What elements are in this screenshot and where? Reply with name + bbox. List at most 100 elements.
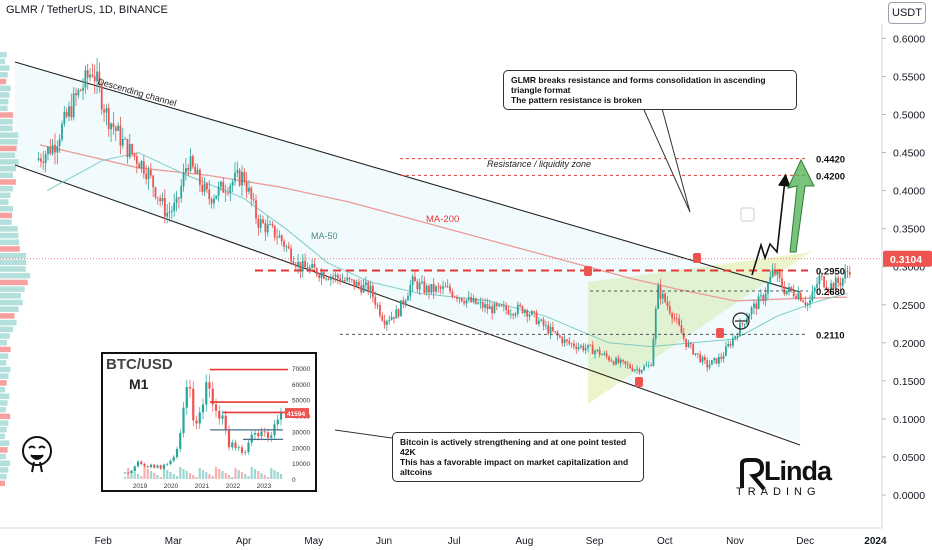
- inset-y-tick: 50000: [292, 398, 310, 405]
- inset-candle-body: [237, 447, 240, 449]
- candle-body: [411, 276, 414, 285]
- x-tick-label: Sep: [586, 536, 604, 547]
- x-tick-label: Nov: [726, 536, 744, 547]
- candle-body: [500, 304, 503, 307]
- candle-body: [173, 202, 176, 211]
- target-arrow-icon: [787, 158, 815, 253]
- volume-profile-bar: [0, 172, 13, 179]
- candle-body: [582, 345, 585, 351]
- volume-profile-bar: [0, 58, 6, 65]
- candle-body: [374, 296, 377, 305]
- candle-body: [138, 163, 141, 169]
- candle-body: [601, 354, 603, 356]
- inset-x-tick: 2023: [257, 483, 272, 490]
- inset-candle-body: [169, 460, 172, 464]
- candle-body: [512, 314, 515, 316]
- inset-volume-bar: [153, 473, 156, 479]
- candle-body: [241, 171, 243, 186]
- candle-body: [624, 361, 627, 364]
- inset-candle-body: [221, 415, 224, 419]
- inset-volume-bar: [185, 471, 188, 479]
- volume-profile-bar: [0, 360, 7, 366]
- candle-body: [217, 186, 220, 196]
- inset-candle-body: [208, 382, 211, 389]
- inset-volume-bar: [218, 469, 221, 479]
- candle-body: [472, 298, 475, 302]
- candle-body: [229, 185, 232, 193]
- candle-body: [96, 71, 98, 82]
- candle-body: [802, 300, 804, 303]
- candle-body: [519, 304, 522, 307]
- candle-body: [386, 321, 388, 325]
- candle-body: [523, 310, 526, 313]
- candle-body: [283, 241, 285, 247]
- y-tick-label: 0.4500: [893, 148, 925, 160]
- candle-body: [652, 339, 655, 366]
- volume-profile-bar: [0, 232, 19, 239]
- candle-body: [220, 181, 222, 187]
- x-tick-label: Jul: [448, 536, 461, 547]
- inset-candle-body: [166, 463, 169, 465]
- inset-candle-body: [130, 471, 133, 473]
- channel-lower-line: [14, 164, 801, 446]
- inset-volume-bar: [188, 473, 192, 479]
- candle-body: [273, 225, 276, 238]
- candle-body: [736, 335, 739, 337]
- volume-profile-bar: [0, 165, 16, 172]
- candle-body: [430, 283, 433, 293]
- inset-volume-bar: [270, 468, 273, 479]
- volume-profile-bar: [0, 279, 28, 286]
- volume-profile-bar: [0, 319, 17, 326]
- volume-profile-bar: [0, 366, 11, 373]
- candle-body: [210, 199, 213, 204]
- candle-body: [547, 325, 550, 334]
- inset-candle-body: [218, 410, 221, 419]
- x-tick-label: Apr: [236, 536, 252, 547]
- inset-candle-body: [211, 388, 214, 405]
- inset-volume-bar: [250, 467, 253, 479]
- candle-body: [848, 271, 851, 275]
- candle-body: [238, 170, 241, 186]
- inset-volume-bar: [273, 470, 276, 479]
- candle-body: [760, 295, 762, 297]
- candle-body: [442, 286, 444, 289]
- currency-selector[interactable]: USDT: [888, 2, 926, 24]
- candle-body: [444, 286, 447, 288]
- candle-body: [65, 111, 68, 117]
- volume-profile-bar: [0, 125, 13, 132]
- candle-body: [573, 343, 575, 347]
- inset-volume-bar: [123, 477, 127, 479]
- candle-body: [318, 274, 321, 278]
- inset-candle-body: [195, 420, 198, 424]
- signal-marker-icon: [584, 266, 592, 276]
- candle-body: [834, 278, 837, 290]
- candle-body: [236, 170, 239, 173]
- volume-profile-bar: [0, 51, 7, 58]
- candle-body: [458, 298, 461, 299]
- candle-body: [806, 303, 809, 305]
- candle-body: [294, 264, 297, 267]
- candle-body: [416, 281, 419, 290]
- inset-title: BTC/USD: [106, 356, 173, 373]
- inset-candle-body: [182, 407, 185, 434]
- candle-body: [696, 353, 699, 355]
- volume-profile-bar: [0, 473, 7, 480]
- candle-body: [809, 300, 811, 304]
- inset-last-badge: [285, 408, 309, 419]
- volume-profile-bar: [0, 159, 19, 165]
- candle-body: [584, 348, 587, 351]
- inset-candle-body: [276, 419, 279, 425]
- candle-body: [402, 300, 405, 305]
- candle-body: [484, 304, 487, 308]
- candle-body: [357, 281, 360, 286]
- candle-body: [131, 144, 134, 154]
- top-note-line-2: The pattern resistance is broken: [511, 95, 642, 105]
- candle-body: [418, 282, 421, 290]
- candle-body: [516, 304, 519, 314]
- candle-body: [617, 358, 620, 363]
- volume-profile-bar: [0, 453, 6, 460]
- candle-body: [668, 306, 671, 314]
- volume-profile-bar: [0, 380, 7, 386]
- candle-body: [44, 154, 47, 163]
- candle-body: [343, 280, 346, 281]
